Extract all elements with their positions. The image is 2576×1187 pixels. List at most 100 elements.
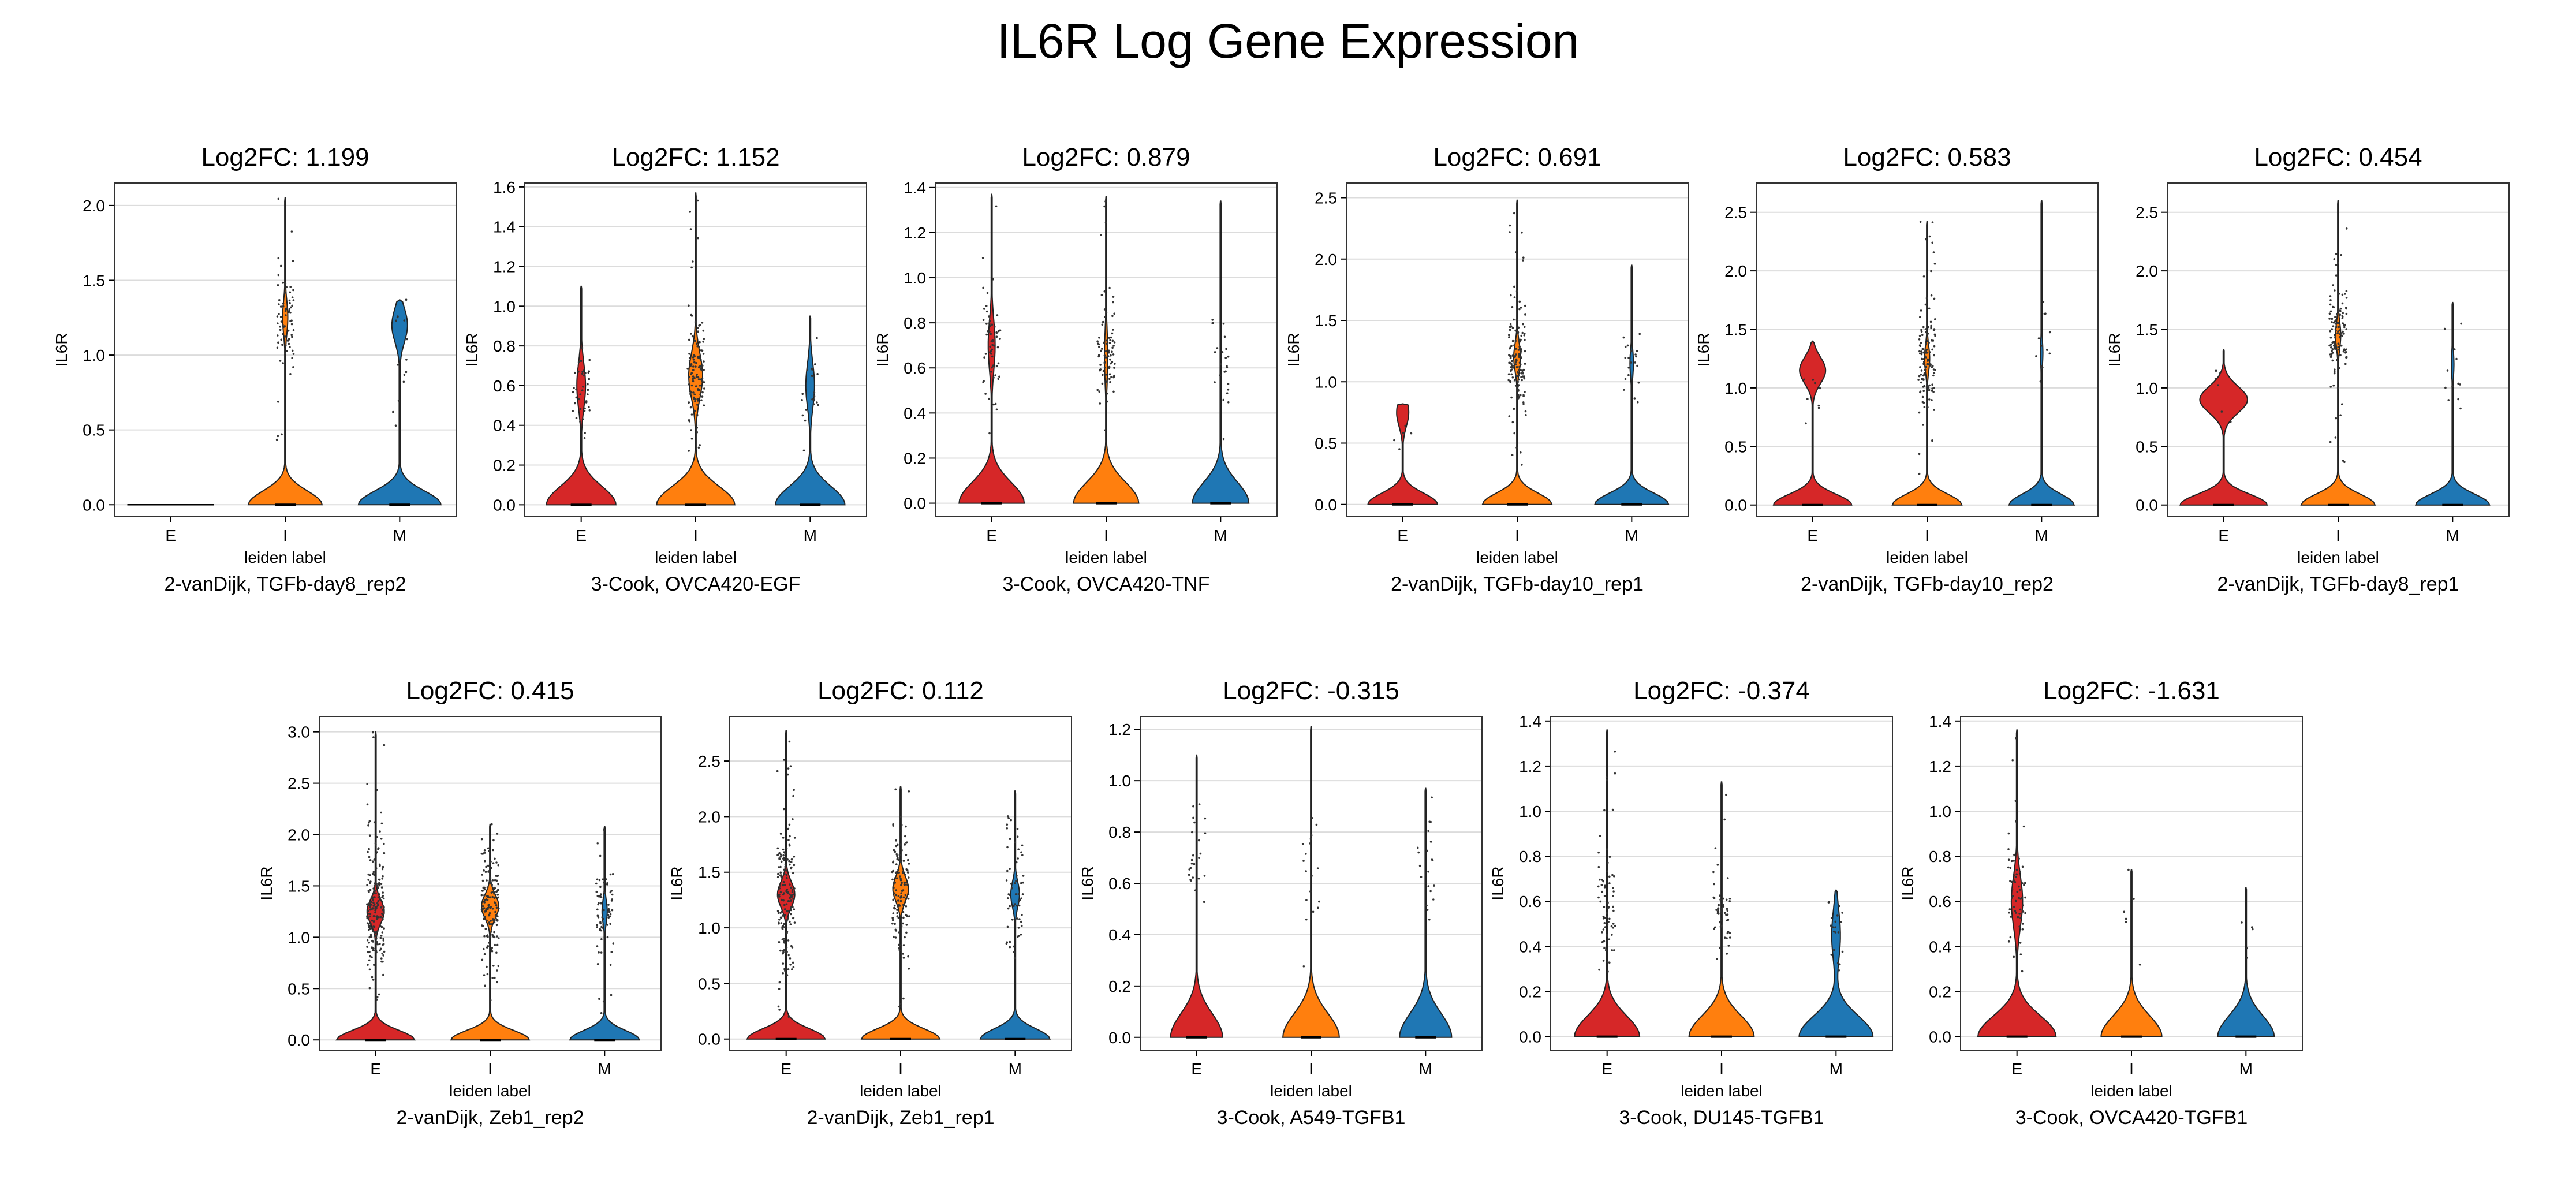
scatter-point — [1518, 354, 1521, 357]
scatter-point — [1521, 464, 1523, 466]
scatter-point — [289, 373, 292, 375]
scatter-point — [2339, 354, 2342, 357]
scatter-point — [688, 304, 690, 307]
scatter-point — [997, 362, 1000, 365]
scatter-point — [776, 910, 779, 912]
scatter-point — [2015, 868, 2018, 871]
scatter-point — [785, 856, 787, 859]
scatter-point — [290, 323, 293, 326]
scatter-point — [988, 315, 990, 318]
scatter-point — [1924, 368, 1927, 371]
scatter-point — [1510, 325, 1513, 327]
violin-E — [1170, 754, 1223, 1039]
scatter-point — [1302, 965, 1305, 968]
scatter-point — [367, 950, 369, 953]
scatter-point — [2332, 284, 2334, 286]
scatter-point — [381, 917, 384, 919]
scatter-point — [783, 759, 785, 761]
y-tick-label: 2.0 — [698, 808, 720, 826]
scatter-point — [2332, 322, 2335, 324]
scatter-point — [1727, 945, 1730, 947]
scatter-point — [1011, 919, 1014, 921]
scatter-point — [1603, 895, 1606, 897]
y-tick-label: 1.0 — [1519, 802, 1541, 820]
scatter-point — [2013, 860, 2015, 862]
scatter-point — [905, 931, 908, 934]
scatter-point — [371, 976, 374, 979]
scatter-point — [275, 438, 278, 441]
scatter-point — [2343, 323, 2345, 326]
scatter-point — [778, 919, 781, 921]
scatter-point — [801, 414, 804, 417]
scatter-point — [692, 378, 695, 380]
scatter-point — [1922, 386, 1925, 388]
scatter-point — [496, 943, 499, 946]
scatter-point — [2022, 904, 2024, 907]
scatter-point — [1922, 360, 1925, 363]
scatter-point — [699, 393, 701, 395]
scatter-point — [490, 923, 493, 925]
scatter-point — [692, 359, 695, 361]
scatter-point — [892, 823, 894, 826]
x-tick-label: M — [2446, 527, 2459, 544]
scatter-point — [789, 923, 792, 925]
x-axis-label: leiden label — [2297, 548, 2379, 566]
scatter-point — [781, 877, 783, 879]
scatter-point — [1932, 374, 1935, 377]
scatter-point — [1511, 360, 1513, 363]
scatter-point — [2345, 356, 2347, 359]
scatter-point — [904, 873, 906, 876]
scatter-point — [606, 924, 609, 926]
scatter-point — [376, 917, 379, 920]
scatter-point — [693, 409, 696, 412]
scatter-point — [1524, 338, 1526, 341]
scatter-point — [494, 857, 496, 860]
scatter-point — [1923, 406, 1926, 408]
panel-caption: 3-Cook, OVCA420-EGF — [591, 573, 801, 595]
scatter-point — [782, 950, 785, 952]
scatter-point — [985, 323, 988, 325]
scatter-point — [779, 833, 782, 835]
scatter-point — [381, 913, 384, 916]
x-tick-label: I — [488, 1060, 492, 1078]
y-axis-label: IL6R — [1078, 866, 1096, 900]
panel-subtitle: Log2FC: 0.112 — [817, 677, 984, 705]
scatter-point — [1013, 951, 1016, 954]
scatter-point — [1927, 385, 1929, 387]
scatter-point — [397, 315, 399, 318]
scatter-point — [2040, 364, 2043, 367]
scatter-point — [1604, 917, 1607, 919]
violin-M — [1192, 200, 1250, 505]
scatter-point — [1830, 917, 1833, 919]
scatter-point — [1222, 398, 1224, 401]
scatter-point — [702, 341, 704, 343]
scatter-point — [483, 894, 486, 897]
scatter-point — [1103, 290, 1106, 293]
scatter-point — [372, 905, 375, 907]
scatter-point — [787, 839, 790, 841]
scatter-point — [2048, 331, 2051, 334]
scatter-point — [1921, 348, 1924, 350]
scatter-point — [782, 854, 785, 857]
scatter-point — [702, 329, 705, 332]
scatter-point — [375, 867, 378, 869]
y-axis-label: IL6R — [1285, 333, 1302, 367]
scatter-point — [1198, 803, 1201, 805]
scatter-point — [2333, 371, 2336, 373]
scatter-point — [701, 391, 704, 394]
scatter-point — [690, 413, 693, 416]
scatter-point — [804, 419, 807, 422]
scatter-point — [1103, 341, 1106, 344]
scatter-point — [790, 858, 793, 861]
scatter-point — [493, 931, 495, 934]
scatter-point — [402, 380, 405, 383]
scatter-point — [688, 376, 690, 379]
scatter-point — [2215, 369, 2217, 372]
scatter-point — [2138, 964, 2141, 966]
scatter-point — [372, 871, 375, 874]
scatter-point — [373, 858, 376, 861]
scatter-point — [1714, 847, 1717, 849]
scatter-point — [1188, 868, 1190, 871]
